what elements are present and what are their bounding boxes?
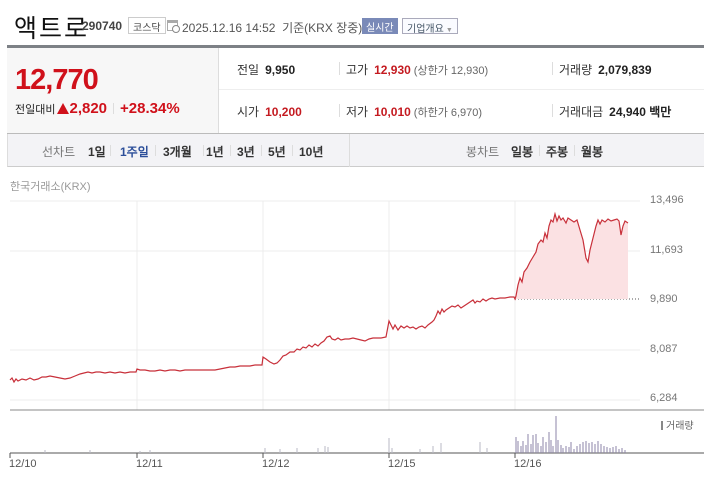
grid-lines [10, 200, 640, 410]
stat-value: 2,079,839 [598, 63, 652, 77]
company-overview-button[interactable]: 기업개요 ▼ [402, 18, 458, 35]
stats-table: 전일 9,950 고가 12,930 (상한가 12,930) 거래량 2,079,83… [219, 48, 704, 133]
stat-open: 시가 10,200 [237, 103, 302, 120]
divider [574, 145, 575, 156]
y-tick-label: 13,496 [650, 194, 684, 206]
up-triangle-icon [57, 103, 70, 114]
stat-label: 시가 [237, 105, 260, 119]
candle-weekly[interactable]: 주봉 [546, 145, 569, 159]
divider [113, 103, 115, 114]
stat-label: 전일 [237, 63, 260, 77]
stock-code: 290740 [82, 19, 123, 33]
y-tick-label: 9,890 [650, 293, 678, 305]
divider [230, 145, 231, 156]
divider [110, 145, 111, 156]
stock-name: 액트로 [14, 15, 90, 43]
volume-legend: 거래량 [661, 417, 694, 432]
stat-value: 10,200 [265, 105, 302, 119]
stat-trade-value: 거래대금 24,940 백만 [559, 103, 671, 120]
period-1y[interactable]: 1년 [206, 145, 224, 159]
stat-label: 거래량 [559, 63, 593, 77]
stats-row: 전일 9,950 고가 12,930 (상한가 12,930) 거래량 2,079,83… [219, 48, 704, 90]
change-percent: +28.34% [120, 100, 180, 117]
candle-daily[interactable]: 일봉 [511, 145, 534, 159]
x-tick-label: 12/15 [388, 458, 416, 470]
realtime-badge[interactable]: 실시간 [362, 18, 398, 34]
stats-row: 시가 10,200 저가 10,010 (하한가 6,970) 거래대금 24,940 … [219, 90, 704, 132]
header-divider [7, 45, 704, 48]
y-tick-label: 6,284 [650, 392, 678, 404]
x-ticks [9, 453, 516, 458]
divider [339, 62, 340, 75]
stat-label: 거래대금 [559, 105, 604, 119]
divider [552, 62, 553, 75]
divider [261, 145, 262, 156]
period-1w[interactable]: 1주일 [120, 145, 149, 159]
stock-header: 액트로 290740 코스닥 2025.12.16 14:52 기준(KRX 장… [0, 0, 704, 44]
candle-chart-label: 봉차트 [466, 145, 500, 159]
datetime-value: 2025.12.16 14:52 [182, 21, 276, 35]
x-tick-label: 12/11 [136, 458, 163, 470]
price-box: 12,770 전일대비 2,820 +28.34% [7, 48, 219, 133]
calendar-clock-icon [167, 20, 180, 33]
change-value: 2,820 [69, 100, 108, 117]
line-chart-label: 선차트 [42, 145, 76, 159]
period-3y[interactable]: 3년 [237, 145, 255, 159]
stat-low: 저가 10,010 (하한가 6,970) [346, 103, 482, 120]
lower-limit: (하한가 6,970) [413, 107, 483, 119]
chevron-down-icon: ▼ [445, 27, 453, 34]
price-fill-area [515, 214, 628, 299]
stat-value: 10,010 [374, 105, 411, 119]
volume-bars-today [515, 416, 626, 453]
change-label: 전일대비 [15, 104, 56, 116]
stat-volume: 거래량 2,079,839 [559, 61, 652, 78]
stat-unit: 백만 [649, 105, 672, 119]
x-tick-label: 12/16 [514, 458, 542, 470]
period-3m[interactable]: 3개월 [163, 145, 192, 159]
divider [539, 145, 540, 156]
upper-limit: (상한가 12,930) [413, 65, 489, 77]
price-chart[interactable] [0, 190, 704, 485]
volume-bars [44, 438, 488, 453]
stat-high: 고가 12,930 (상한가 12,930) [346, 61, 488, 78]
price-change: 전일대비 2,820 +28.34% [15, 100, 180, 117]
divider [339, 104, 340, 117]
divider [203, 145, 204, 156]
period-10y[interactable]: 10년 [299, 145, 324, 159]
stat-value: 9,950 [265, 63, 296, 77]
data-source: 한국거래소(KRX) [10, 181, 91, 193]
price-line [9, 211, 629, 384]
market-badge: 코스닥 [128, 17, 166, 34]
period-1d[interactable]: 1일 [88, 145, 106, 159]
y-tick-label: 8,087 [650, 343, 678, 355]
company-overview-label: 기업개요 [407, 24, 444, 35]
divider [155, 145, 156, 156]
line-chart-options: 선차트 1일 1주일 3개월 1년 3년 5년 10년 [8, 134, 350, 167]
chart-toolbar: 선차트 1일 1주일 3개월 1년 3년 5년 10년 봉차트 일봉 주봉 월봉 [7, 134, 704, 167]
quote-basis: 기준(KRX 장중) [282, 21, 363, 35]
quote-summary: 12,770 전일대비 2,820 +28.34% 전일 9,950 고가 12,930… [7, 48, 704, 134]
x-tick-label: 12/12 [262, 458, 290, 470]
current-price: 12,770 [15, 64, 99, 96]
stat-label: 고가 [346, 63, 369, 77]
stat-prev-close: 전일 9,950 [237, 61, 295, 78]
legend-swatch [661, 421, 663, 430]
divider [552, 104, 553, 117]
period-5y[interactable]: 5년 [268, 145, 286, 159]
stat-value: 24,940 [609, 105, 646, 119]
stat-label: 저가 [346, 105, 369, 119]
quote-datetime: 2025.12.16 14:52 기준(KRX 장중) [182, 19, 362, 36]
y-tick-label: 11,693 [650, 244, 683, 256]
stat-value: 12,930 [374, 63, 411, 77]
volume-legend-label: 거래량 [666, 421, 694, 432]
divider [292, 145, 293, 156]
x-tick-label: 12/10 [9, 458, 37, 470]
candle-monthly[interactable]: 월봉 [581, 145, 604, 159]
